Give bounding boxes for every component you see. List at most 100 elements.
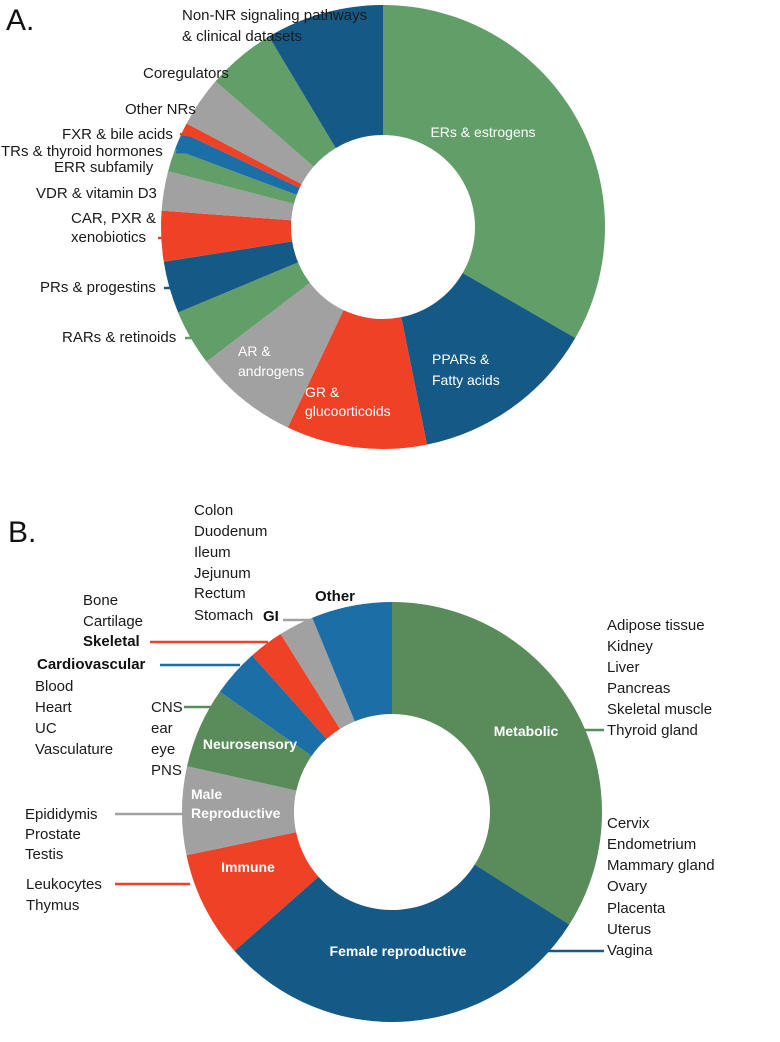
tissue-item: Prostate [25,826,81,843]
donut-chart-a [160,5,605,449]
tissue-item: Cervix [607,815,650,832]
tissue-item: Vagina [607,942,653,959]
leader-fxr [179,132,207,140]
tissue-item: Stomach [194,607,253,624]
slice-ar-androgens [206,282,344,428]
tissue-list-immune: Leukocytes Thymus [26,876,102,914]
tissue-item: Thyroid gland [607,722,698,739]
slice-skeletal [252,633,341,739]
tissue-item: ear [151,720,173,737]
slice-immune [186,832,319,951]
tissue-item: Colon [194,502,233,519]
tissue-item: Liver [607,659,640,676]
slice-car-pxr-xenobiotics [160,210,293,262]
slice-fxr-bile-acids [182,123,302,188]
label-trs: TRs & thyroid hormones [1,143,163,160]
label-prs: PRs & progestins [40,279,156,296]
label-ar-line2: androgens [238,363,304,379]
label-gr-line1: GR & [305,384,340,400]
label-non-nr-line2: & clinical datasets [182,28,302,45]
label-skeletal: Skeletal [83,633,140,650]
slice-vdr-vitamin-d3 [161,171,294,221]
label-gr-line2: glucoorticoids [305,403,391,419]
tissue-item: Testis [25,846,63,863]
slice-rars-retinoids [178,262,310,362]
label-ers-estrogens: ERs & estrogens [430,124,535,140]
tissue-list-neuro: CNS ear eye PNS [151,699,183,779]
label-male-line2: Reproductive [191,805,281,821]
slice-err-subfamily [168,149,297,204]
tissue-item: eye [151,741,175,758]
tissue-item: Leukocytes [26,876,102,893]
label-cardiovascular: Cardiovascular [37,656,146,673]
label-male-line1: Male [191,786,222,802]
tissue-item: Rectum [194,585,246,602]
label-coregulators: Coregulators [143,65,229,82]
label-car-line2: xenobiotics [71,229,146,246]
label-rars: RARs & retinoids [62,329,176,346]
tissue-list-cardio: Blood Heart UC Vasculature [35,678,113,758]
tissue-item: Duodenum [194,523,267,540]
tissue-item: Uterus [607,921,651,938]
leader-non-nr [313,34,351,40]
tissue-item: Jejunum [194,565,251,582]
tissue-list-female: Cervix Endometrium Mammary gland Ovary P… [607,815,715,959]
tissue-list-metabolic: Adipose tissue Kidney Liver Pancreas Ske… [607,617,712,739]
label-metabolic: Metabolic [494,723,559,739]
slice-male-reproductive [182,766,297,856]
tissue-item: Skeletal muscle [607,701,712,718]
slice-metabolic [392,602,602,925]
label-immune: Immune [221,859,275,875]
tissue-item: Bone [83,592,118,609]
label-female-reproductive: Female reproductive [330,943,467,959]
label-ppars-line1: PPARs & [432,351,490,367]
slice-female-reproductive [234,864,570,1022]
panel-a-label: A. [6,4,34,37]
tissue-list-male: Epididymis Prostate Testis [25,806,98,863]
tissue-item: Pancreas [607,680,670,697]
slice-ppars-fatty-acids [401,273,576,445]
slice-prs-progestins [163,241,299,313]
tissue-item: PNS [151,762,182,779]
label-other-nrs: Other NRs [125,101,196,118]
leader-coregulators [239,70,263,76]
tissue-item: Heart [35,699,73,716]
tissue-item: UC [35,720,57,737]
tissue-item: CNS [151,699,183,716]
label-vdr: VDR & vitamin D3 [36,185,157,202]
label-fxr: FXR & bile acids [62,126,173,143]
label-gi: GI [263,608,279,625]
label-other: Other [315,588,355,605]
slice-other-nrs [186,81,314,185]
tissue-item: Thymus [26,897,79,914]
slice-gi [280,617,355,729]
tissue-item: Kidney [607,638,653,655]
label-ppars-line2: Fatty acids [432,372,500,388]
slice-cardiovascular [219,655,327,756]
tissue-item: Vasculature [35,741,113,758]
slice-non-nr-signaling-pathways-clinical-datasets [268,5,383,149]
tissue-item: Ovary [607,878,648,895]
slice-other [312,602,392,722]
panel-b-label: B. [8,516,36,549]
label-ar-line1: AR & [238,343,271,359]
slice-neurosensory [187,691,312,791]
slice-trs-thyroid-hormones [174,132,300,195]
tissue-item: Blood [35,678,73,695]
tissue-item: Mammary gland [607,857,715,874]
donut-chart-b [182,602,602,1022]
label-car-line1: CAR, PXR & [71,210,156,227]
label-err: ERR subfamily [54,159,154,176]
label-non-nr-line1: Non-NR signaling pathways [182,7,367,24]
tissue-list-skeletal: Bone Cartilage [83,592,143,630]
tissue-item: Placenta [607,900,666,917]
tissue-item: Cartilage [83,613,143,630]
tissue-item: Adipose tissue [607,617,705,634]
slice-gr-glucoorticoids [287,310,427,449]
tissue-item: Endometrium [607,836,696,853]
tissue-list-gi: Colon Duodenum Ileum Jejunum Rectum Stom… [194,502,267,624]
slice-ers-estrogens [383,5,605,338]
slice-coregulators [215,36,336,167]
label-neurosensory: Neurosensory [203,736,297,752]
